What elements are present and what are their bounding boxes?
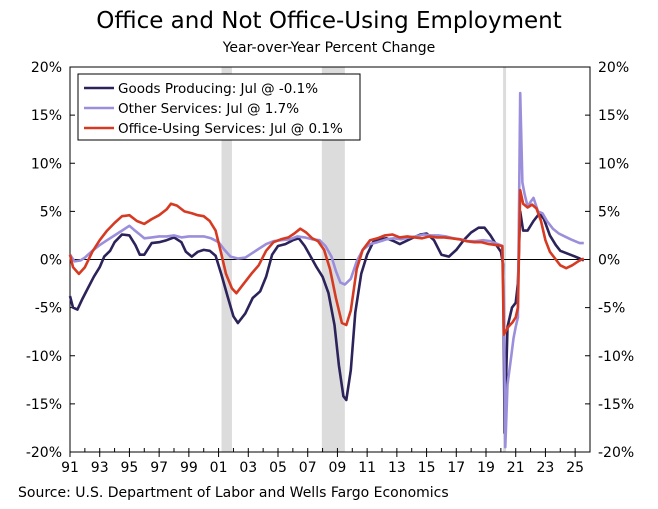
y-tick-label-left: 5% xyxy=(40,204,62,220)
legend-label-1: Other Services: Jul @ 1.7% xyxy=(118,101,299,117)
chart-title: Office and Not Office-Using Employment xyxy=(96,8,562,34)
x-tick-label: 07 xyxy=(299,460,317,476)
y-tick-label-left: 10% xyxy=(31,156,62,172)
y-tick-label-right: 10% xyxy=(598,156,629,172)
y-tick-label-left: -5% xyxy=(35,301,62,317)
x-tick-label: 21 xyxy=(507,460,525,476)
y-tick-label-left: -10% xyxy=(26,349,62,365)
y-tick-label-right: -20% xyxy=(598,445,634,461)
series-line-2 xyxy=(68,188,585,336)
y-tick-label-left: 15% xyxy=(31,108,62,124)
x-tick-label: 93 xyxy=(91,460,109,476)
y-tick-label-right: -10% xyxy=(598,349,634,365)
y-tick-label-right: 20% xyxy=(598,60,629,76)
x-tick-label: 15 xyxy=(418,460,436,476)
x-tick-label: 19 xyxy=(477,460,495,476)
legend-label-0: Goods Producing: Jul @ -0.1% xyxy=(118,81,318,97)
series-line-0 xyxy=(68,210,585,435)
source-note: Source: U.S. Department of Labor and Wel… xyxy=(18,485,449,501)
chart-subtitle: Year-over-Year Percent Change xyxy=(222,40,436,56)
y-tick-label-left: 0% xyxy=(40,253,62,269)
x-tick-label: 03 xyxy=(239,460,257,476)
x-tick-label: 25 xyxy=(566,460,584,476)
y-tick-label-right: 0% xyxy=(598,253,620,269)
y-tick-label-left: 20% xyxy=(31,60,62,76)
x-tick-label: 13 xyxy=(388,460,406,476)
x-tick-label: 99 xyxy=(180,460,198,476)
series-line-1 xyxy=(68,91,584,449)
legend-label-2: Office-Using Services: Jul @ 0.1% xyxy=(118,121,343,137)
x-tick-label: 17 xyxy=(447,460,465,476)
x-tick-label: 09 xyxy=(329,460,347,476)
y-tick-label-right: -15% xyxy=(598,397,634,413)
x-tick-label: 05 xyxy=(269,460,287,476)
x-tick-label: 95 xyxy=(121,460,139,476)
x-tick-label: 97 xyxy=(150,460,168,476)
legend-box xyxy=(77,73,361,141)
x-tick-label: 11 xyxy=(358,460,376,476)
y-tick-label-right: 5% xyxy=(598,204,620,220)
y-tick-label-left: -15% xyxy=(26,397,62,413)
x-tick-label: 01 xyxy=(210,460,228,476)
x-tick-label: 91 xyxy=(61,460,79,476)
y-tick-label-right: -5% xyxy=(598,301,625,317)
x-tick-label: 23 xyxy=(537,460,555,476)
y-tick-label-right: 15% xyxy=(598,108,629,124)
y-tick-label-left: -20% xyxy=(26,445,62,461)
